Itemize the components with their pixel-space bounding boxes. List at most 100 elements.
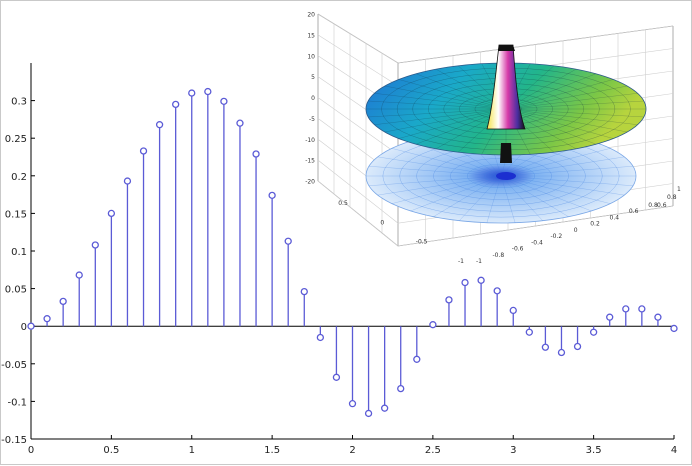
stem-marker	[364, 409, 373, 418]
contour-spoke	[410, 175, 502, 212]
surface-spoke	[505, 79, 614, 110]
z-tick-label: 5	[311, 74, 315, 81]
stem-marker	[107, 209, 116, 218]
surface-spoke	[505, 100, 644, 110]
x-tick-label: 0.5	[103, 445, 119, 456]
z-tick-label: 15	[307, 32, 315, 39]
y-tick-label: 0	[21, 322, 27, 333]
x-tick-label: 4	[671, 445, 677, 456]
contour-spoke	[391, 148, 502, 177]
floor-left-tick-label: 0	[380, 219, 384, 226]
contour-spoke	[500, 166, 634, 177]
surface-spoke	[384, 108, 507, 133]
stem-marker	[525, 328, 533, 336]
floor-front-tick-label: -0.2	[550, 233, 562, 240]
surface-spoke	[374, 108, 507, 125]
stem-marker	[59, 297, 67, 306]
contour-spoke	[486, 175, 502, 223]
y-tick-label: 0.1	[11, 247, 27, 258]
stem-marker	[220, 97, 228, 106]
floor-front-tick-label: 0.8	[648, 202, 658, 209]
stem-marker	[139, 147, 148, 155]
contour-spoke	[377, 156, 502, 177]
contour-spoke	[377, 175, 502, 196]
surface-spoke	[415, 73, 507, 110]
stem-marker	[573, 342, 582, 351]
contour-spoke	[500, 175, 569, 217]
surface-peak-cap	[498, 45, 515, 51]
y-tick-label: 0.05	[5, 285, 27, 296]
stem-marker	[91, 241, 99, 249]
surface-trough	[500, 143, 512, 163]
stem-marker	[316, 333, 325, 342]
x-tick-label: 3.5	[586, 445, 602, 456]
stem-marker	[75, 271, 83, 279]
stem-marker	[380, 404, 389, 412]
contour-center	[496, 172, 516, 180]
surface-spoke	[374, 93, 507, 110]
stem-marker	[204, 87, 212, 96]
floor-right-tick-label: 1	[677, 186, 681, 193]
stem-marker	[236, 119, 244, 127]
stem-marker	[348, 400, 357, 408]
contour-spoke	[500, 175, 634, 186]
stem-marker	[43, 315, 51, 323]
surface-3d-body	[365, 44, 647, 224]
stem-marker	[606, 313, 614, 321]
floor-front-tick-label: 0	[574, 227, 578, 234]
stem-marker	[638, 305, 646, 313]
contour-spoke	[391, 175, 502, 204]
surface-spoke	[398, 108, 507, 139]
contour-spoke	[433, 175, 502, 217]
y-tick-label: 0.15	[5, 209, 27, 220]
contour-spoke	[500, 175, 625, 196]
floor-front-tick-label: 0.2	[590, 221, 600, 228]
surface-spoke	[505, 108, 614, 139]
surface-spoke	[368, 108, 507, 118]
contour-spoke	[500, 175, 611, 204]
stem-marker	[541, 343, 550, 351]
contour-spoke	[500, 175, 516, 223]
floor-right-tick-label: 0.8	[667, 194, 677, 201]
surface-spoke	[368, 100, 507, 110]
surface-spoke	[505, 85, 628, 110]
y-tick-label: -0.15	[1, 435, 27, 446]
z-tick-label: 0	[311, 95, 315, 102]
z-tick-label: -10	[305, 137, 315, 144]
stem-marker	[413, 355, 421, 363]
stem-marker	[252, 150, 260, 158]
stem-marker	[429, 321, 437, 329]
stem-marker	[445, 296, 453, 304]
stem-marker	[589, 328, 598, 336]
stem-marker	[284, 237, 292, 245]
z-tick-label: -5	[309, 116, 315, 123]
x-tick-label: 2.5	[425, 445, 441, 456]
x-tick-label: 1.5	[264, 445, 280, 456]
floor-front-tick-label: 0.6	[629, 208, 639, 215]
floor-front-tick-label: -0.8	[492, 252, 504, 259]
stem-marker	[300, 287, 308, 296]
floor-left-tick-label: -1	[458, 258, 464, 265]
wall-grid-line	[317, 180, 674, 247]
contour-spoke	[368, 175, 502, 186]
surface-spoke	[505, 73, 597, 110]
floor-left-tick-label: 0.5	[338, 200, 348, 207]
surface-spoke	[384, 85, 507, 110]
y-tick-label: 0.25	[5, 134, 27, 145]
x-tick-label: 1	[189, 445, 195, 456]
surface-spoke	[505, 108, 638, 125]
stem-marker	[332, 373, 341, 381]
contour-spoke	[500, 175, 543, 221]
surface-spoke	[398, 79, 507, 110]
contour-spoke	[459, 175, 502, 221]
contour-spoke	[500, 156, 625, 177]
x-tick-label: 2	[349, 445, 355, 456]
x-tick-label: 0	[28, 445, 34, 456]
z-tick-label: -15	[305, 158, 315, 165]
floor-front-tick-label: -0.4	[531, 239, 543, 246]
stem-marker	[172, 100, 180, 109]
stem-marker	[27, 322, 35, 330]
stem-marker	[670, 324, 678, 333]
